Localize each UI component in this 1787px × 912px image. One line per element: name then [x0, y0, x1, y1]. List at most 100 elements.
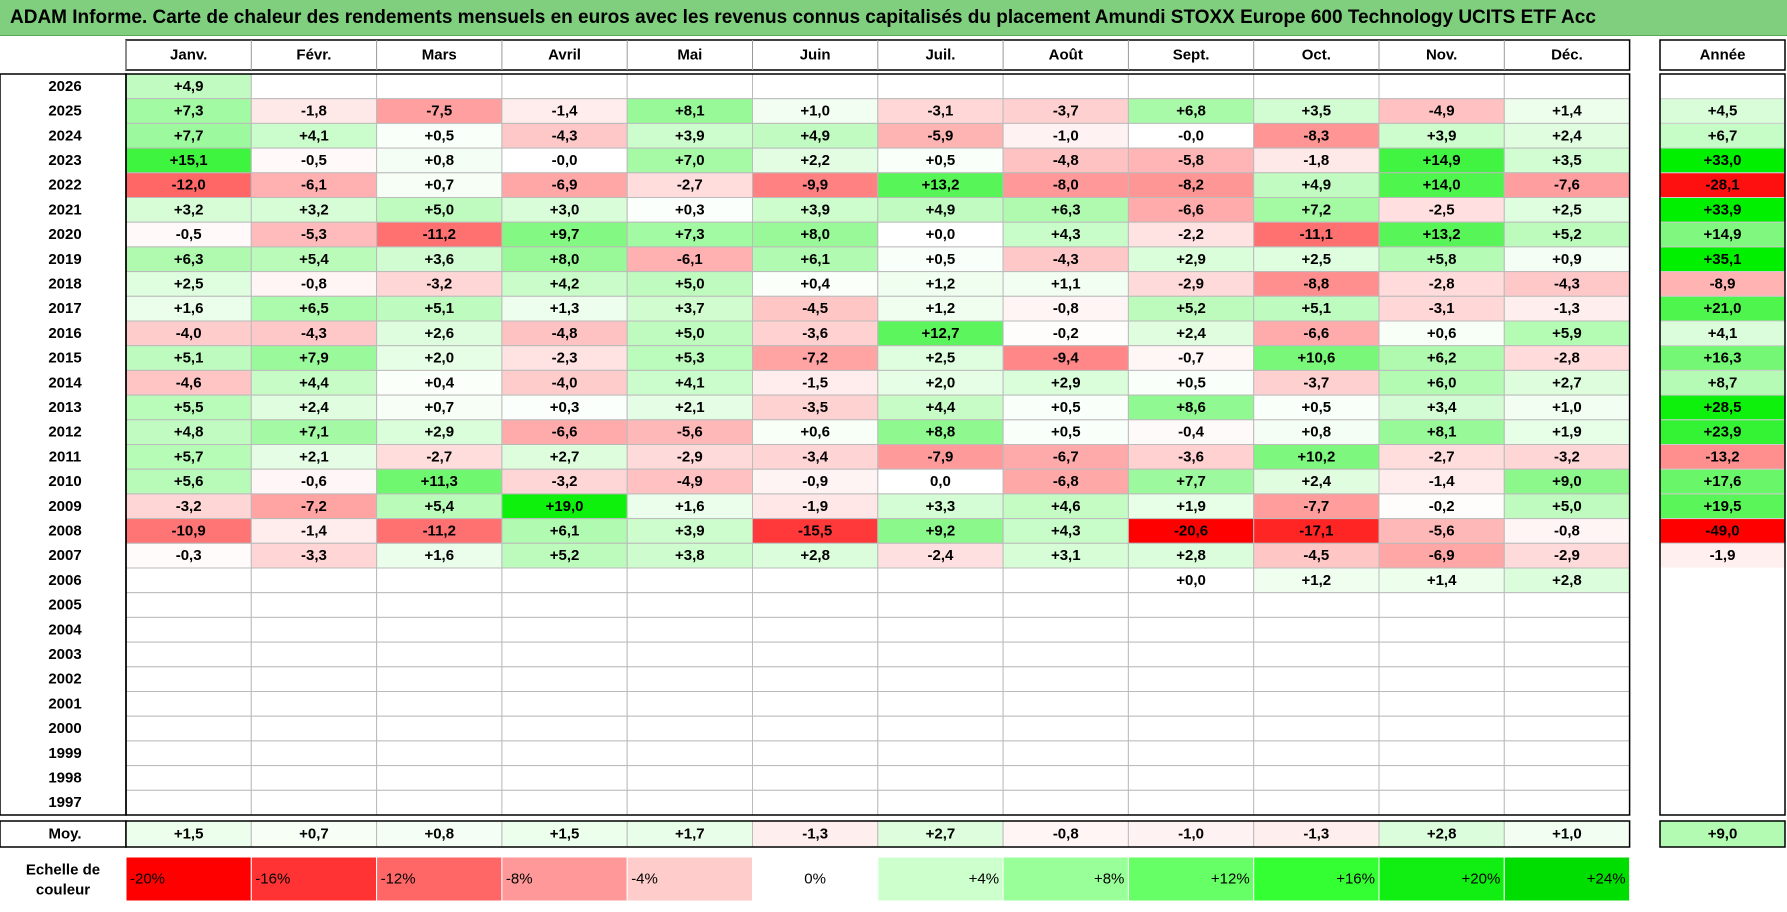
cell-value: +2,5	[1302, 251, 1332, 268]
cell-value: +7,2	[1302, 201, 1332, 218]
heatmap-cell	[1253, 641, 1380, 668]
cell-value: +1,6	[174, 300, 204, 317]
cell-value: -10,9	[172, 522, 206, 539]
heatmap-cell	[125, 666, 252, 692]
month-header-12: Déc.	[1551, 47, 1583, 64]
cell-value: -6,6	[1303, 325, 1329, 342]
heatmap-cell	[1503, 641, 1631, 668]
annual-cell	[1659, 518, 1786, 544]
heatmap-cell	[1503, 592, 1631, 618]
heatmap-cell	[1253, 592, 1380, 618]
heatmap-cell	[1127, 740, 1255, 767]
year-label: 2021	[48, 201, 81, 218]
heatmap-cell	[125, 789, 252, 816]
cell-value: -0,0	[1178, 127, 1204, 144]
cell-value: +7,7	[174, 127, 204, 144]
cell-value: +4,3	[1051, 226, 1081, 243]
average-value: -1,3	[802, 826, 828, 843]
cell-value: +2,8	[1552, 572, 1582, 589]
cell-value: +1,3	[550, 300, 580, 317]
year-label: 2010	[48, 473, 81, 490]
heatmap-cell	[501, 73, 628, 100]
year-label: 2016	[48, 325, 81, 342]
average-value: -1,3	[1303, 826, 1329, 843]
cell-value: -6,1	[677, 251, 703, 268]
heatmap-cell	[1002, 122, 1129, 149]
heatmap-cell	[125, 246, 252, 273]
month-header-4: Avril	[548, 47, 581, 64]
cell-value: +5,5	[174, 399, 204, 416]
heatmap-cell	[1002, 246, 1129, 273]
heatmap-cell	[250, 345, 378, 371]
heatmap-cell	[1378, 493, 1505, 520]
heatmap-cell	[1002, 765, 1129, 791]
cell-value: +2,1	[299, 448, 329, 465]
heatmap-cell	[1253, 715, 1380, 742]
cell-value: +4,8	[174, 424, 204, 441]
cell-value: +1,6	[675, 498, 705, 515]
heatmap-cell	[1127, 197, 1255, 223]
heatmap-cell	[125, 320, 252, 347]
heatmap-cell	[877, 221, 1004, 248]
cell-value: -3,2	[176, 498, 202, 515]
average-row-frame	[125, 820, 1631, 848]
cell-value: +2,9	[1176, 251, 1206, 268]
heatmap-cell	[1253, 691, 1380, 717]
heatmap-cell	[626, 715, 754, 742]
heatmap-cell	[1503, 221, 1631, 248]
heatmap-cell	[752, 320, 879, 347]
heatmap-cell	[250, 320, 378, 347]
cell-value: +1,2	[926, 300, 956, 317]
heatmap-cell	[752, 666, 879, 692]
heatmap-cell	[125, 592, 252, 618]
heatmap-cell	[626, 122, 754, 149]
heatmap-cell	[626, 147, 754, 174]
heatmap-cell	[1002, 98, 1129, 124]
cell-value: +5,0	[1552, 498, 1582, 515]
cell-value: +3,3	[926, 498, 956, 515]
heatmap-cell	[501, 592, 628, 618]
heatmap-cell	[626, 73, 754, 100]
cell-value: +11,3	[421, 473, 458, 490]
heatmap-cell	[501, 246, 628, 273]
cell-value: -3,6	[802, 325, 828, 342]
heatmap-cell	[1002, 740, 1129, 767]
heatmap-cell	[376, 271, 503, 297]
cell-value: -9,4	[1053, 350, 1080, 367]
heatmap-cell	[626, 666, 754, 692]
heatmap-cell	[376, 98, 503, 124]
cell-value: +2,5	[1552, 201, 1582, 218]
average-value: -0,8	[1053, 826, 1079, 843]
cell-value: +0,7	[424, 399, 454, 416]
heatmap-cell	[1127, 789, 1255, 816]
annual-value: -28,1	[1705, 177, 1739, 194]
cell-value: +2,5	[926, 350, 956, 367]
heatmap-cell	[250, 765, 378, 791]
cell-value: +1,9	[1176, 498, 1206, 515]
cell-value: +13,2	[1423, 226, 1461, 243]
cell-value: -3,3	[301, 547, 327, 564]
heatmap-cell	[376, 197, 503, 223]
cell-value: -4,0	[552, 374, 578, 391]
month-header-6: Juin	[800, 47, 831, 64]
heatmap-cell	[752, 345, 879, 371]
cell-value: +7,9	[299, 350, 329, 367]
heatmap-cell	[1503, 740, 1631, 767]
cell-value: -4,0	[176, 325, 202, 342]
cell-value: +2,4	[299, 399, 329, 416]
scale-label: +12%	[1211, 871, 1250, 888]
average-value: +1,5	[174, 826, 204, 843]
year-label: 2013	[48, 399, 81, 416]
heatmap-cell	[1253, 122, 1380, 149]
heatmap-cell	[626, 567, 754, 594]
heatmap-cell	[1127, 715, 1255, 742]
heatmap-cell	[250, 147, 378, 174]
heatmap-cell	[1127, 765, 1255, 791]
cell-value: +3,9	[800, 201, 830, 218]
annual-header-cell	[1659, 39, 1786, 71]
cell-value: +3,2	[174, 201, 204, 218]
heatmap-cell	[1002, 320, 1129, 347]
cell-value: +9,7	[550, 226, 580, 243]
heatmap-cell	[877, 122, 1004, 149]
cell-value: +1,2	[1302, 572, 1332, 589]
